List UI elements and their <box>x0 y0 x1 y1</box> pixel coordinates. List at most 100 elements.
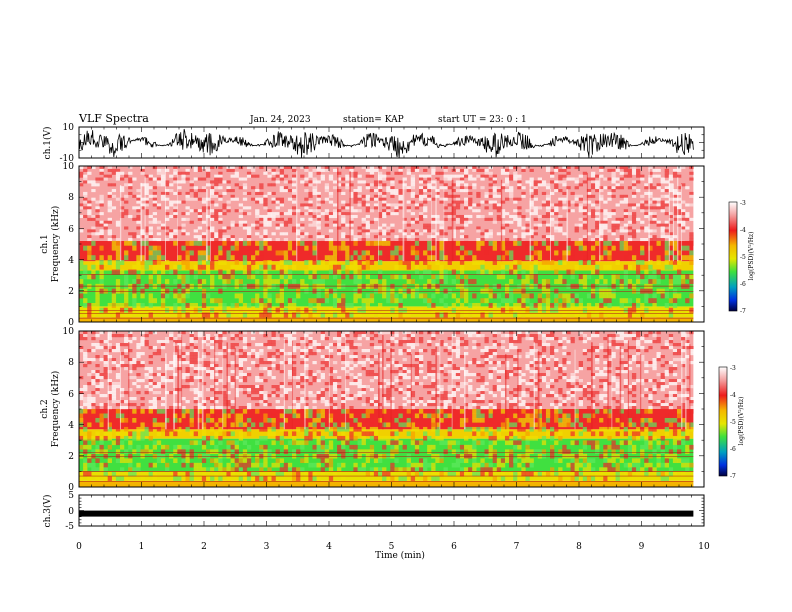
spectrogram-speckle <box>160 223 166 227</box>
spectrogram-speckle <box>279 406 284 410</box>
spectrogram-speckle <box>521 226 526 230</box>
spectrogram-speckle <box>124 293 129 299</box>
spectrogram-speckle <box>648 259 653 265</box>
spectrogram-speckle <box>496 255 502 261</box>
spectrogram-speckle <box>599 274 604 280</box>
spectrogram-speckle <box>218 302 223 308</box>
spectrogram-speckle <box>365 413 371 419</box>
spectrogram-speckle <box>545 229 551 233</box>
spectrogram-speckle <box>107 209 112 213</box>
spectrogram-speckle <box>308 346 313 350</box>
spectrogram-speckle <box>83 449 88 455</box>
spectrogram-speckle <box>320 373 325 377</box>
spectrogram-speckle <box>291 449 297 455</box>
spectrogram-speckle <box>99 440 104 446</box>
spectrogram-speckle <box>427 177 432 181</box>
spectrogram-speckle <box>427 197 432 201</box>
spectrogram-speckle <box>652 238 657 242</box>
spectrogram-speckle <box>328 214 334 219</box>
spectrogram-speckle <box>103 174 108 178</box>
spectrogram-streak <box>214 336 216 430</box>
spectrogram-speckle <box>439 370 444 374</box>
spectrogram-speckle <box>296 440 301 446</box>
spectrogram-speckle <box>427 245 432 251</box>
spectrogram-speckle <box>79 413 84 419</box>
spectrogram-speckle <box>296 426 301 432</box>
spectrogram-speckle <box>640 177 645 181</box>
spectrogram-speckle <box>443 212 448 216</box>
spectrogram-speckle <box>230 264 235 270</box>
spectrogram-streak <box>390 348 392 430</box>
spectrogram-speckle <box>210 214 215 219</box>
spectrogram-speckle <box>619 177 624 181</box>
spectrogram-speckle <box>79 453 84 459</box>
spectrogram-speckle <box>144 235 149 239</box>
spectrogram-speckle <box>304 343 309 347</box>
spectrogram-speckle <box>242 462 248 468</box>
spectrogram-speckle <box>251 298 256 304</box>
spectrogram-speckle <box>279 458 284 464</box>
spectrogram-speckle <box>451 189 457 193</box>
spectrogram-speckle <box>394 331 399 335</box>
spectrogram-speckle <box>484 194 489 198</box>
spectrogram-speckle <box>263 238 268 242</box>
spectrogram-speckle <box>664 200 669 204</box>
spectrogram-speckle <box>107 220 112 224</box>
spectrogram-speckle <box>210 229 215 233</box>
spectrogram-speckle <box>324 358 330 362</box>
spectrogram-speckle <box>144 226 149 230</box>
spectrogram-speckle <box>242 197 248 201</box>
spectrogram-speckle <box>255 379 260 383</box>
spectrogram-speckle <box>554 220 559 224</box>
spectrogram-speckle <box>390 212 395 216</box>
spectrogram-speckle <box>328 349 334 353</box>
spectrogram-speckle <box>177 312 182 318</box>
spectrogram-speckle <box>636 274 641 280</box>
spectrogram-speckle <box>111 194 117 198</box>
spectrogram-speckle <box>365 232 371 236</box>
spectrogram-speckle <box>390 444 395 450</box>
spectrogram-speckle <box>316 462 321 468</box>
spectrogram-speckle <box>210 370 215 374</box>
spectrogram-speckle <box>373 426 379 432</box>
spectrogram-speckle <box>373 194 379 198</box>
spectrogram-speckle <box>115 426 121 432</box>
spectrogram-speckle <box>439 269 444 275</box>
spectrogram-speckle <box>464 403 469 407</box>
spectrogram-speckle <box>402 288 407 294</box>
spectrogram-speckle <box>119 458 125 464</box>
spectrogram-speckle <box>107 397 112 401</box>
spectrogram-speckle <box>361 217 366 221</box>
spectrogram-speckle <box>238 279 244 285</box>
spectrogram-speckle <box>91 376 96 380</box>
spectrogram-speckle <box>230 422 235 428</box>
spectrogram-speckle <box>271 476 276 481</box>
spectrogram-speckle <box>431 168 436 172</box>
spectrogram-speckle <box>287 467 293 472</box>
spectrogram-speckle <box>210 191 215 195</box>
spectrogram-speckle <box>611 189 616 193</box>
spectrogram-speckle <box>464 471 469 477</box>
spectrogram-speckle <box>607 302 612 308</box>
spectrogram-speckle <box>267 209 272 213</box>
spectrogram-speckle <box>316 288 321 294</box>
spectrogram-speckle <box>275 385 280 389</box>
spectrogram-speckle <box>558 223 563 227</box>
spectrogram-speckle <box>79 174 84 178</box>
spectrogram-speckle <box>291 413 297 419</box>
spectrogram-speckle <box>111 391 117 395</box>
spectrogram-speckle <box>406 189 411 193</box>
spectrogram-speckle <box>275 471 280 477</box>
spectrogram-speckle <box>365 358 371 362</box>
spectrogram-speckle <box>349 355 354 359</box>
spectrogram-speckle <box>390 476 395 481</box>
spectrogram-speckle <box>234 417 239 423</box>
spectrogram-speckle <box>312 444 317 450</box>
spectrogram-speckle <box>218 331 223 335</box>
spectrogram-speckle <box>443 406 448 410</box>
spectrogram-speckle <box>685 298 690 304</box>
spectrogram-speckle <box>382 232 387 236</box>
spectrogram-speckle <box>689 274 694 280</box>
spectrogram-speckle <box>619 171 624 175</box>
spectrogram-speckle <box>664 255 669 261</box>
